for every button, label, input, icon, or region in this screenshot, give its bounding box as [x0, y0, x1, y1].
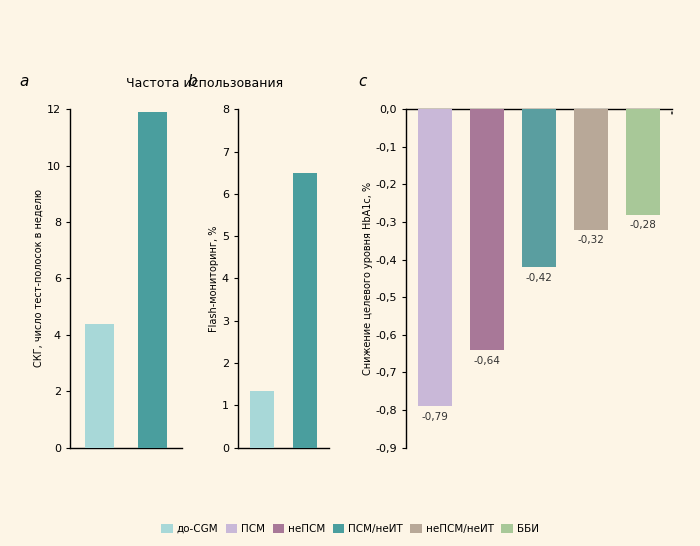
Text: -0,28: -0,28 — [630, 220, 657, 230]
Y-axis label: Flash-мониторинг, %: Flash-мониторинг, % — [209, 225, 219, 331]
Bar — [250, 390, 274, 448]
Bar — [85, 324, 114, 448]
Legend: до-CGM, ПСМ, неПСМ, ПСМ/неИТ, неПСМ/неИТ, ББИ: до-CGM, ПСМ, неПСМ, ПСМ/неИТ, неПСМ/неИТ… — [157, 520, 543, 538]
Text: Частота использования: Частота использования — [126, 77, 284, 90]
Bar — [574, 109, 608, 229]
Bar — [470, 109, 504, 350]
Text: b: b — [188, 74, 197, 89]
Text: -0,42: -0,42 — [526, 273, 552, 283]
Text: c: c — [358, 74, 367, 89]
Text: -0,79: -0,79 — [421, 412, 448, 422]
Bar — [626, 109, 660, 215]
Bar — [138, 112, 167, 448]
Y-axis label: СКГ, число тест-полосок в неделю: СКГ, число тест-полосок в неделю — [34, 189, 44, 367]
Text: -0,32: -0,32 — [578, 235, 605, 245]
Bar — [293, 173, 317, 448]
Bar — [522, 109, 556, 267]
Text: a: a — [20, 74, 29, 89]
Y-axis label: Снижение целевого уровня HbA1c, %: Снижение целевого уровня HbA1c, % — [363, 182, 372, 375]
Text: -0,64: -0,64 — [473, 355, 500, 366]
Bar — [418, 109, 452, 406]
